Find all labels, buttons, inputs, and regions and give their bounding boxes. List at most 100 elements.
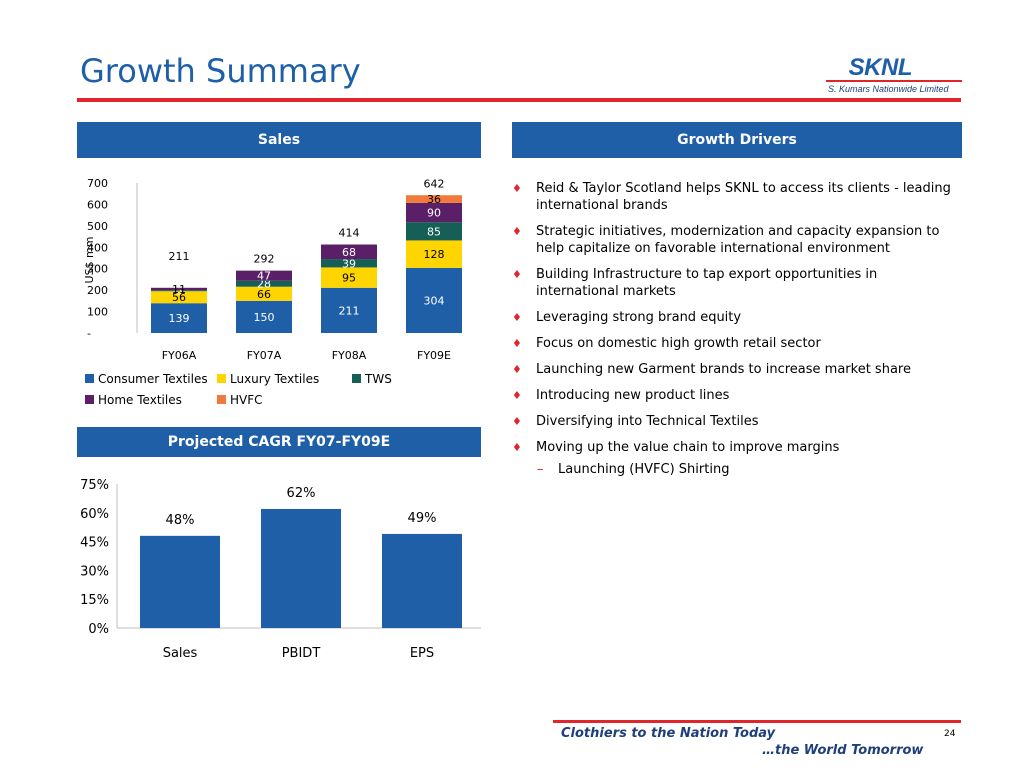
cagr-y-tick-label: 45% [80, 536, 109, 551]
diamond-bullet-icon: ♦ [512, 337, 522, 350]
bar-value-label: 90 [427, 207, 441, 220]
cagr-panel-header: Projected CAGR FY07-FY09E [77, 427, 481, 457]
bar-value-label: 211 [339, 304, 360, 317]
sales-panel-header: Sales [77, 122, 481, 158]
sales-x-tick-label: FY07A [247, 349, 282, 362]
bar-tws-fy08a [321, 259, 377, 268]
bar-home-textiles-fy07a [236, 270, 292, 281]
driver-bullet-item: ♦ Reid & Taylor Scotland helps SKNL to ac… [512, 180, 962, 214]
cagr-y-tick-label: 15% [80, 593, 109, 608]
diamond-bullet-icon: ♦ [512, 363, 522, 376]
bar-home-textiles-fy06a [151, 287, 207, 291]
bar-value-label: 139 [169, 312, 190, 325]
sales-x-tick-label: FY09E [417, 349, 451, 362]
driver-text: Moving up the value chain to improve mar… [536, 440, 840, 455]
bar-value-label: 128 [424, 248, 445, 261]
legend-swatch-luxury-textiles [217, 374, 226, 383]
growth-drivers-list: ♦ Reid & Taylor Scotland helps SKNL to ac… [512, 180, 962, 478]
title-divider [77, 98, 961, 102]
sales-x-tick-label: FY08A [332, 349, 367, 362]
cagr-bar-pbidt [261, 508, 341, 628]
bar-value-label: 95 [342, 272, 356, 285]
cagr-x-tick-label: EPS [410, 646, 434, 661]
driver-bullet-item: ♦ Strategic initiatives, modernization an… [512, 223, 962, 257]
driver-text: Introducing new product lines [536, 388, 730, 403]
cagr-value-label: 62% [287, 486, 316, 501]
cagr-value-label: 48% [166, 513, 195, 528]
bar-consumer-textiles-fy08a [321, 287, 377, 333]
driver-text: Focus on domestic high growth retail sec… [536, 336, 821, 351]
legend-swatch-home-textiles [85, 395, 94, 404]
logo-subtitle: S. Kumars Nationwide Limited [828, 84, 949, 94]
driver-text: Reid & Taylor Scotland helps SKNL to acc… [536, 181, 951, 213]
bar-home-textiles-fy08a [321, 244, 377, 260]
sales-y-tick-label: 600 [87, 198, 108, 211]
diamond-bullet-icon: ♦ [512, 311, 522, 324]
bar-total-label: 292 [254, 252, 275, 265]
driver-text: Strategic initiatives, modernization and… [536, 224, 940, 256]
legend-label-consumer-textiles: Consumer Textiles [98, 372, 208, 386]
bar-value-label: 150 [254, 311, 275, 324]
sales-y-tick-label: 400 [87, 241, 108, 254]
driver-bullet-item: ♦ Launching new Garment brands to increas… [512, 361, 962, 378]
driver-text: Building Infrastructure to tap export op… [536, 267, 878, 299]
cagr-y-tick-label: 60% [80, 507, 109, 522]
bar-value-label: 66 [257, 288, 271, 301]
bar-value-label: 47 [257, 270, 271, 283]
cagr-bar-eps [382, 533, 462, 628]
bar-value-label: 28 [257, 278, 271, 291]
driver-bullet-item: ♦ Focus on domestic high growth retail se… [512, 335, 962, 352]
cagr-value-label: 49% [408, 511, 437, 526]
legend-swatch-tws [352, 374, 361, 383]
page-title: Growth Summary [80, 52, 361, 90]
legend-swatch-consumer-textiles [85, 374, 94, 383]
sales-y-axis-label: US$ mm [83, 237, 96, 284]
sales-y-tick-label: 300 [87, 263, 108, 276]
sales-x-tick-label: FY06A [162, 349, 197, 362]
bar-consumer-textiles-fy09e [406, 267, 462, 333]
bar-value-label: 68 [342, 246, 356, 259]
cagr-bar-sales [140, 535, 220, 628]
driver-text: Launching new Garment brands to increase… [536, 362, 911, 377]
bar-home-textiles-fy09e [406, 202, 462, 223]
company-logo: SKNL S. Kumars Nationwide Limited [826, 52, 964, 98]
sales-y-tick-label: 500 [87, 220, 108, 233]
footer-tagline-2: …the World Tomorrow [762, 743, 924, 758]
sales-y-tick-label: - [87, 327, 91, 340]
sales-y-tick-label: 200 [87, 284, 108, 297]
driver-bullet-item: ♦ Introducing new product lines [512, 387, 962, 404]
bar-total-label: 211 [169, 250, 190, 263]
diamond-bullet-icon: ♦ [512, 389, 522, 402]
cagr-x-tick-label: Sales [163, 646, 198, 661]
bar-luxury-textiles-fy09e [406, 240, 462, 268]
legend-label-hvfc: HVFC [230, 393, 263, 407]
sub-driver-text: Launching (HVFC) Shirting [558, 462, 730, 477]
driver-text: Leveraging strong brand equity [536, 310, 742, 325]
bar-value-label: 85 [427, 225, 441, 238]
driver-bullet-item: ♦ Leveraging strong brand equity [512, 309, 962, 326]
legend-label-home-textiles: Home Textiles [98, 393, 182, 407]
sales-y-tick-label: 700 [87, 177, 108, 190]
cagr-bar-chart: 0% 15% 30% 45% 60% 75% 48% Sales 62% PBIDT 49% EPS [80, 478, 481, 661]
cagr-y-tick-label: 0% [88, 622, 109, 637]
diamond-bullet-icon: ♦ [512, 225, 522, 238]
diamond-bullet-icon: ♦ [512, 415, 522, 428]
bar-value-label: 11 [172, 283, 186, 296]
sales-y-tick-label: 100 [87, 306, 108, 319]
legend-label-luxury-textiles: Luxury Textiles [230, 372, 319, 386]
bar-consumer-textiles-fy06a [151, 303, 207, 333]
bar-value-label: 5 [176, 285, 183, 298]
footer-divider [553, 720, 961, 723]
bar-value-label: 304 [424, 294, 445, 307]
driver-bullet-item: ♦ Moving up the value chain to improve ma… [512, 439, 962, 456]
bar-tws-fy07a [236, 280, 292, 287]
legend-swatch-hvfc [217, 395, 226, 404]
cagr-y-tick-label: 30% [80, 564, 109, 579]
page-number: 24 [944, 729, 956, 739]
bar-tws-fy09e [406, 222, 462, 241]
logo-underline [826, 80, 962, 82]
legend-label-tws: TWS [364, 372, 392, 386]
logo-name: SKNL [848, 54, 913, 81]
diamond-bullet-icon: ♦ [512, 441, 522, 454]
